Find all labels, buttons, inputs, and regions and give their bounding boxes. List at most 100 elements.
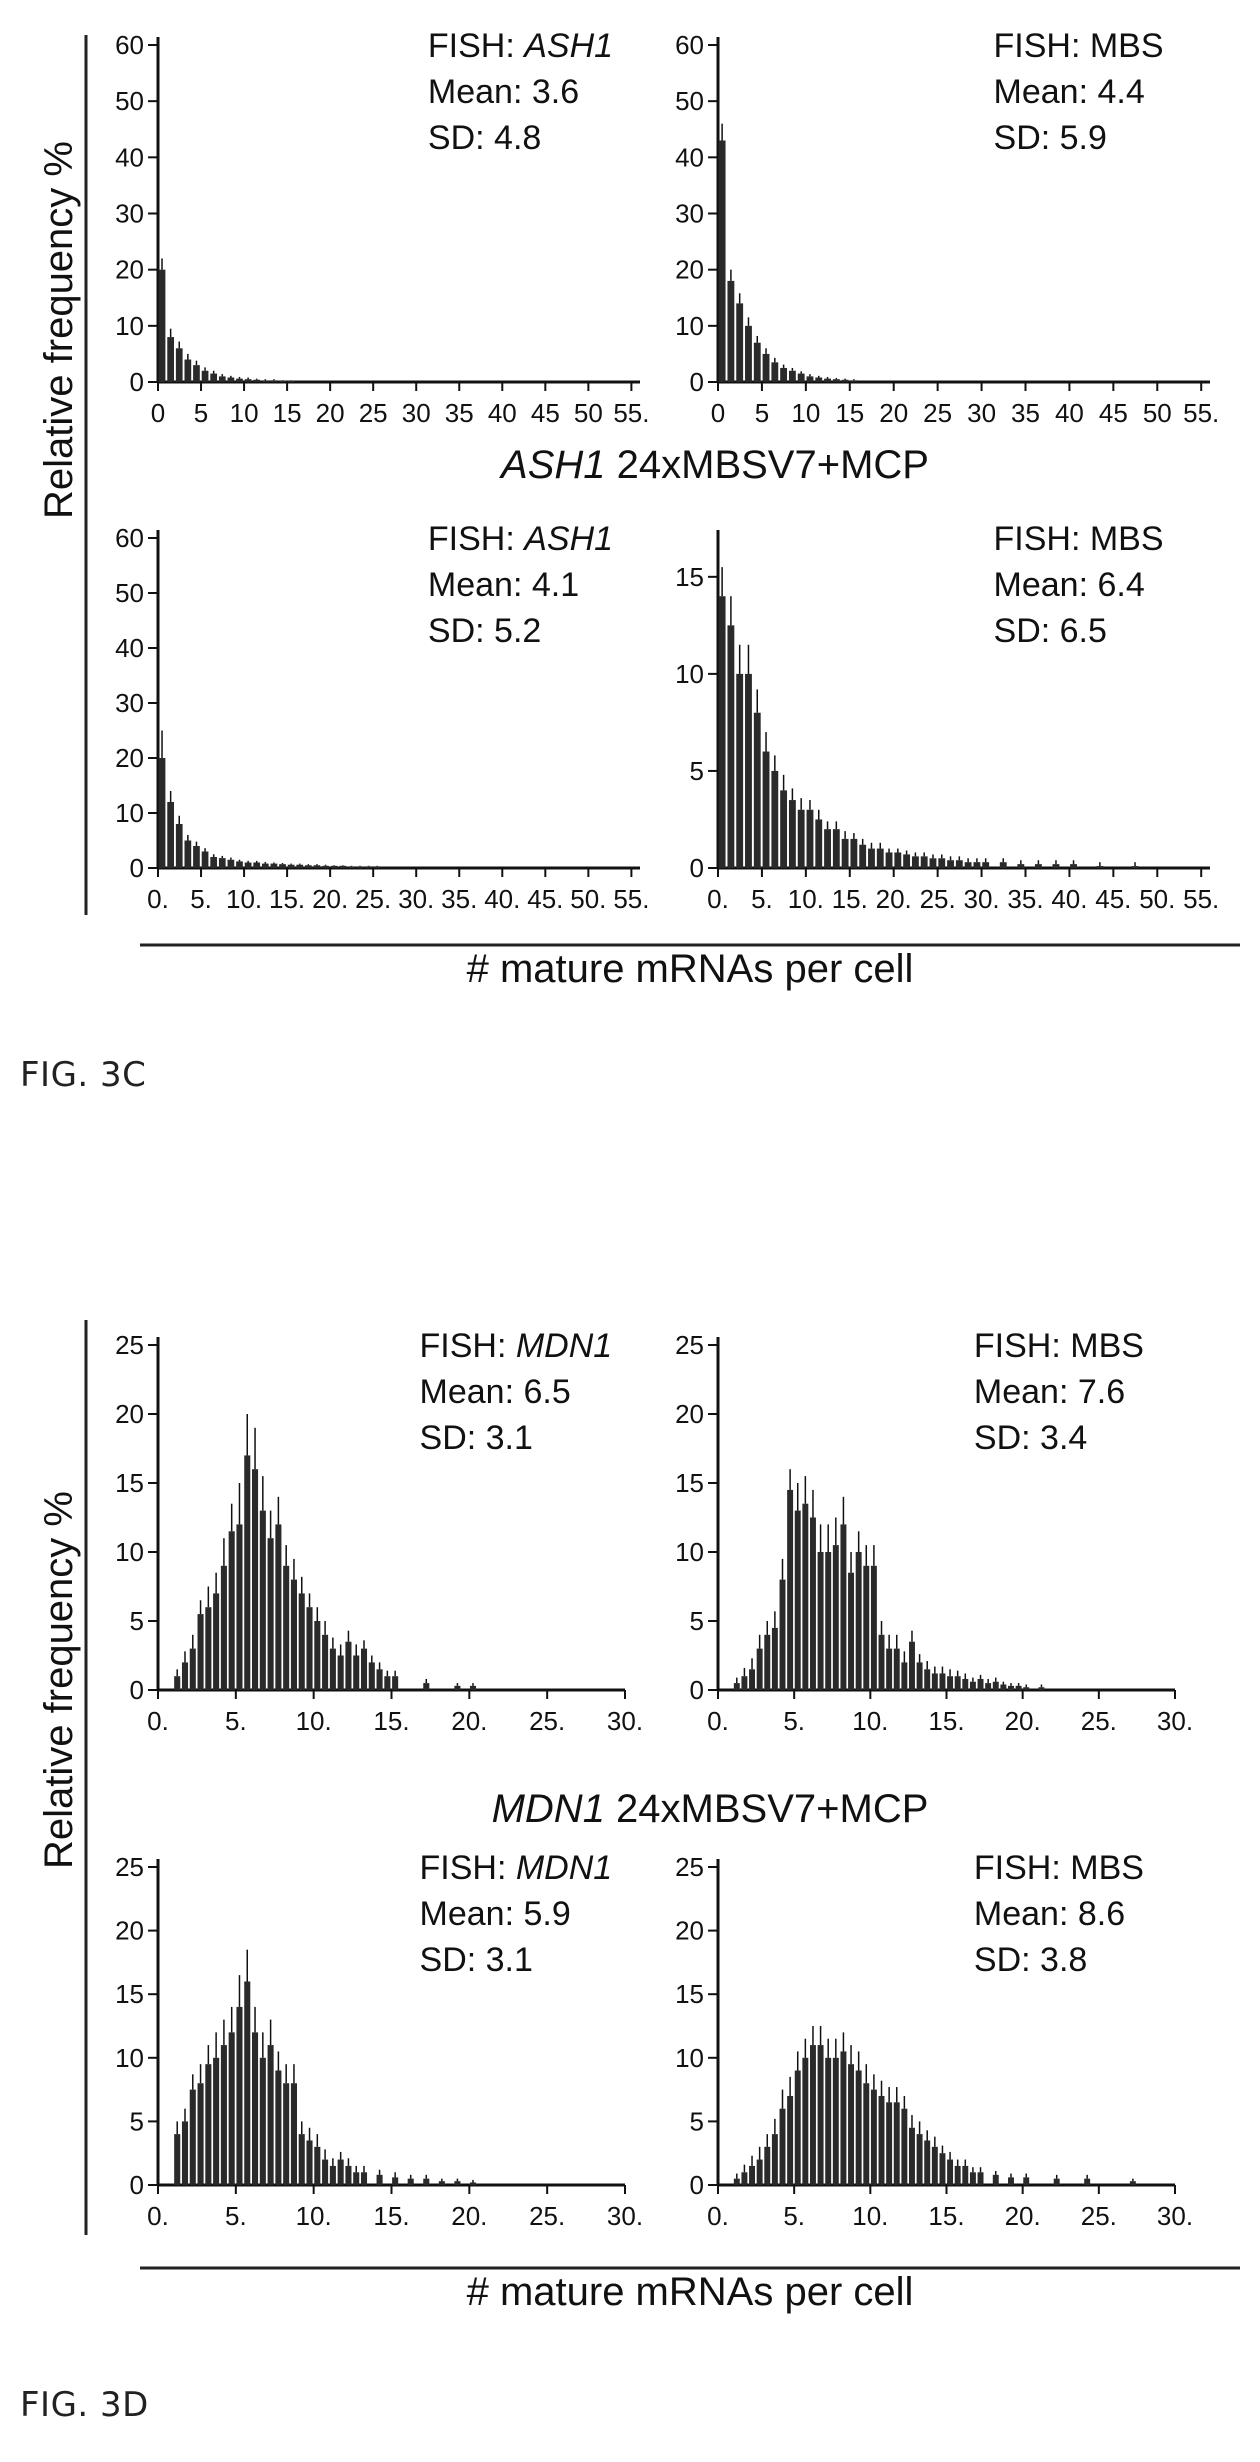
panel-3-y-tick-label: 20 (115, 743, 144, 773)
panel-1-sd-label: SD: 4.8 (428, 119, 541, 157)
panel-8-bar (802, 2057, 809, 2185)
panel-3-x-tick-label: 0. (147, 884, 169, 914)
panel-3-fish-probe: ASH1 (522, 520, 613, 558)
panel-1-x-tick-label: 0 (151, 398, 165, 428)
panel-8-fish-prefix: FISH: (974, 1849, 1070, 1887)
panel-6-bar (969, 1681, 976, 1690)
panel-8-bar (893, 2102, 900, 2185)
panel-4-bar (841, 838, 849, 868)
panel-6-y-tick-label: 5 (690, 1606, 704, 1636)
panel-7-x-tick-label: 10. (296, 2201, 332, 2231)
panel-6-bar (962, 1678, 969, 1690)
panel-7-bar (244, 1981, 251, 2185)
panel-8-bar (1008, 2177, 1014, 2185)
panel-4-fish-prefix: FISH: (994, 520, 1090, 558)
panel-7-x-tick-label: 5. (225, 2201, 247, 2231)
panel-2-x-tick-label: 5 (755, 398, 769, 428)
panel-5-bar (197, 1614, 204, 1690)
panel-3-x-tick-label: 25. (355, 884, 391, 914)
panel-6-bar (779, 1579, 786, 1690)
panel-3-x-tick-label: 50. (570, 884, 606, 914)
panel-1-x-tick-label: 45 (531, 398, 560, 428)
panel-3-y-tick-label: 40 (115, 633, 144, 663)
panel-6-bar (886, 1648, 893, 1690)
panel-4-bar (876, 848, 884, 868)
panel-1-bar (227, 377, 235, 382)
panel-1-bar (287, 380, 295, 382)
panel-1-bar (261, 380, 269, 382)
panel-2-x-tick-label: 10 (791, 398, 820, 428)
panel-8-x-tick-label: 0. (707, 2201, 729, 2231)
panel-4: 0 5 10 15 0. 5. 10. 15. 20. 25. 30. 35. 40. 45. 50. 55.… (675, 520, 1219, 914)
panel-1-x-tick-label: 20 (316, 398, 345, 428)
panel-2-y-tick-label: 40 (675, 142, 704, 172)
panel-2-x-tick-label: 0 (711, 398, 725, 428)
panel-7-bar (174, 2134, 181, 2185)
panel-4-bar (947, 860, 954, 868)
panel-4-x-tick-label: 15. (832, 884, 868, 914)
panel-5-bar (244, 1455, 251, 1690)
panel-2-bar (745, 325, 752, 382)
panel-3-sd-label: SD: 5.2 (428, 612, 541, 650)
panel-6-bar (924, 1669, 931, 1690)
panel-4-bar (1034, 864, 1042, 868)
panel-4-bar (929, 858, 937, 868)
panel-4-x-tick-label: 25. (920, 884, 956, 914)
panel-7-fish-prefix: FISH: (420, 1849, 516, 1887)
panel-3-bar (184, 840, 192, 868)
panel-1-y-tick-label: 60 (115, 30, 144, 60)
panel-6-y-tick-label: 0 (690, 1675, 704, 1705)
panel-4-bar (824, 829, 831, 868)
panel-5-bar (368, 1662, 375, 1690)
panel-6-bar (878, 1634, 885, 1690)
panel-5-bar (353, 1655, 360, 1690)
panel-4-x-tick-label: 50. (1139, 884, 1175, 914)
panel-3-x-tick-label: 5. (190, 884, 212, 914)
panel-4-x-tick-label: 35. (1007, 884, 1043, 914)
panel-3-x-tick-label: 45. (527, 884, 563, 914)
panel-5-y-tick-label: 10 (115, 1537, 144, 1567)
panel-7-bar (181, 2121, 189, 2185)
panel-8-bar (741, 2172, 748, 2185)
panel-4-y-tick-label: 0 (690, 853, 704, 883)
panel-2-x-tick-label: 30 (967, 398, 996, 428)
panel-1-y-tick-label: 50 (115, 86, 144, 116)
panel-7-y-tick-label: 10 (115, 2043, 144, 2073)
panel-6-bar (840, 1524, 847, 1690)
panel-1-bar (270, 380, 278, 382)
panel-7-x-tick-label: 30. (607, 2201, 643, 2231)
panel-2-bar (832, 379, 840, 382)
panel-7-bar (283, 2083, 290, 2185)
fig3d-y-axis-label: Relative frequency % (37, 1491, 81, 1869)
panel-4-bar (894, 852, 902, 868)
panel-1-bar (236, 378, 243, 382)
panel-4-y-tick-label: 5 (690, 756, 704, 786)
panel-5-bar (236, 1524, 243, 1690)
panel-4-y-tick-label: 10 (675, 659, 704, 689)
panel-6-y-tick-label: 25 (675, 1330, 704, 1360)
panel-6-bar (893, 1648, 900, 1690)
panel-7-bar (322, 2159, 329, 2185)
panel-6-bar (931, 1673, 938, 1690)
panel-1-fish-label: FISH: ASH1 (428, 27, 613, 65)
panel-6-x-tick-label: 0. (707, 1706, 729, 1736)
panel-5-fish-label: FISH: MDN1 (420, 1327, 613, 1365)
panel-1-y-tick-label: 0 (130, 367, 144, 397)
panel-5-bar (314, 1621, 321, 1690)
panel-8-bar (924, 2140, 931, 2185)
panel-2-bar (762, 353, 770, 382)
panel-6-bar (916, 1662, 923, 1690)
panel-8-bar (962, 2165, 969, 2185)
panel-5-fish-prefix: FISH: (420, 1327, 516, 1365)
panel-7-y-tick-label: 15 (115, 1979, 144, 2009)
panel-8-bar (939, 2153, 946, 2185)
panel-5-bar (228, 1531, 235, 1690)
panel-2-fish-probe: MBS (1090, 27, 1164, 65)
panel-1-mean-label: Mean: 3.6 (428, 73, 579, 111)
panel-6-x-tick-label: 30. (1157, 1706, 1193, 1736)
panel-8-y-tick-label: 15 (675, 1979, 704, 2009)
panel-7-mean-label: Mean: 5.9 (420, 1895, 571, 1933)
panel-4-bar (797, 809, 805, 868)
panel-8-y-tick-label: 20 (675, 1916, 704, 1946)
